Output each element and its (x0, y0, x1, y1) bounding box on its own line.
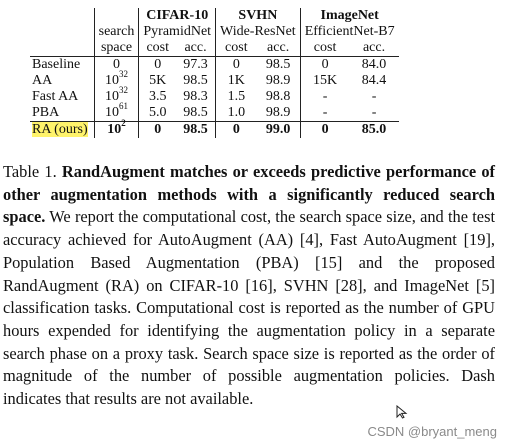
search-space-value: 1032 (94, 86, 140, 105)
group-name: CIFAR-10 (138, 8, 217, 24)
acc-value: 98.5 (256, 56, 301, 73)
cost-value: 5K (149, 73, 167, 88)
acc-value: 98.9 (256, 73, 301, 89)
group-name: SVHN (215, 8, 301, 24)
table-header-row-2: search PyramidNet Wide-ResNet EfficientN… (30, 24, 399, 40)
table-row: Baseline 0 0 97.3 0 98.5 0 84.0 (30, 56, 399, 73)
table-row: Fast AA 1032 3.5 98.3 1.5 98.8 - - (30, 86, 399, 105)
group-name: ImageNet (320, 8, 379, 23)
acc-value: 98.9 (256, 105, 301, 122)
acc-header: acc. (176, 40, 217, 57)
table-header-row-3: space cost acc. cost acc. cost acc. (30, 40, 399, 57)
search-space-header: search (94, 24, 140, 40)
caption-bold-summary: RandAugment matches or exceeds predictiv… (3, 162, 495, 227)
search-space-value: 102 (94, 119, 140, 138)
search-space-value: 1061 (94, 102, 140, 122)
acc-value: 85.0 (361, 122, 387, 137)
acc-value: 98.5 (176, 121, 217, 138)
cost-value: 0 (321, 122, 329, 137)
cost-value: 0 (232, 122, 240, 137)
method-name: AA (30, 73, 95, 89)
table-row: AA 1032 5K 98.5 1K 98.9 15K 84.4 (30, 70, 399, 89)
acc-value: 98.8 (256, 89, 301, 105)
watermark: CSDN @bryant_meng (367, 424, 497, 439)
cost-value: - (300, 105, 350, 122)
method-name: Baseline (30, 56, 95, 73)
cost-value: 0 (321, 57, 329, 72)
cost-value: - (322, 89, 328, 104)
model-name: PyramidNet (138, 24, 217, 40)
acc-value: 98.3 (176, 89, 217, 105)
table-caption: Table 1. RandAugment matches or exceeds … (3, 161, 495, 411)
table-header-row-1: CIFAR-10 SVHN ImageNet (30, 8, 399, 24)
acc-value: 98.5 (176, 73, 217, 89)
mouse-pointer-icon (396, 405, 408, 419)
acc-header: acc. (349, 40, 399, 57)
cost-value: 0 (154, 57, 162, 72)
acc-value: - (349, 105, 399, 122)
cost-header: cost (300, 40, 350, 57)
method-name: Fast AA (30, 89, 95, 105)
caption-body: We report the computational cost, the se… (3, 207, 495, 409)
cost-value: 1.0 (215, 105, 257, 122)
search-space-value: 0 (94, 56, 140, 73)
search-space-header: space (94, 40, 140, 57)
model-name: Wide-ResNet (215, 24, 301, 40)
cost-value: 1K (227, 73, 245, 88)
cost-value: 1.5 (227, 89, 246, 104)
search-space-value: 1032 (94, 70, 140, 89)
acc-header: acc. (256, 40, 301, 57)
cost-value: 3.5 (148, 89, 167, 104)
acc-value: 98.5 (176, 105, 217, 122)
table-row: PBA 1061 5.0 98.5 1.0 98.9 - - (30, 102, 399, 122)
caption-label: Table 1. (3, 162, 57, 181)
results-table: CIFAR-10 SVHN ImageNet search PyramidNet… (30, 8, 399, 138)
acc-value: 99.0 (256, 121, 301, 138)
cost-value: 0 (232, 57, 240, 72)
acc-value: 97.3 (176, 56, 217, 73)
method-name-highlighted: RA (ours) (32, 122, 88, 137)
cost-value: 5.0 (138, 105, 177, 122)
cost-value: 0 (154, 122, 162, 137)
cost-value: 15K (313, 73, 338, 88)
cost-header: cost (215, 40, 257, 57)
model-name: EfficientNet-B7 (304, 24, 395, 39)
method-name: PBA (30, 105, 95, 122)
acc-value: 84.4 (361, 73, 387, 88)
acc-value: 84.0 (361, 57, 387, 72)
table-row-ours: RA (ours) 102 0 98.5 0 99.0 0 85.0 (30, 119, 399, 138)
cost-header: cost (138, 40, 177, 57)
acc-value: - (371, 89, 377, 104)
